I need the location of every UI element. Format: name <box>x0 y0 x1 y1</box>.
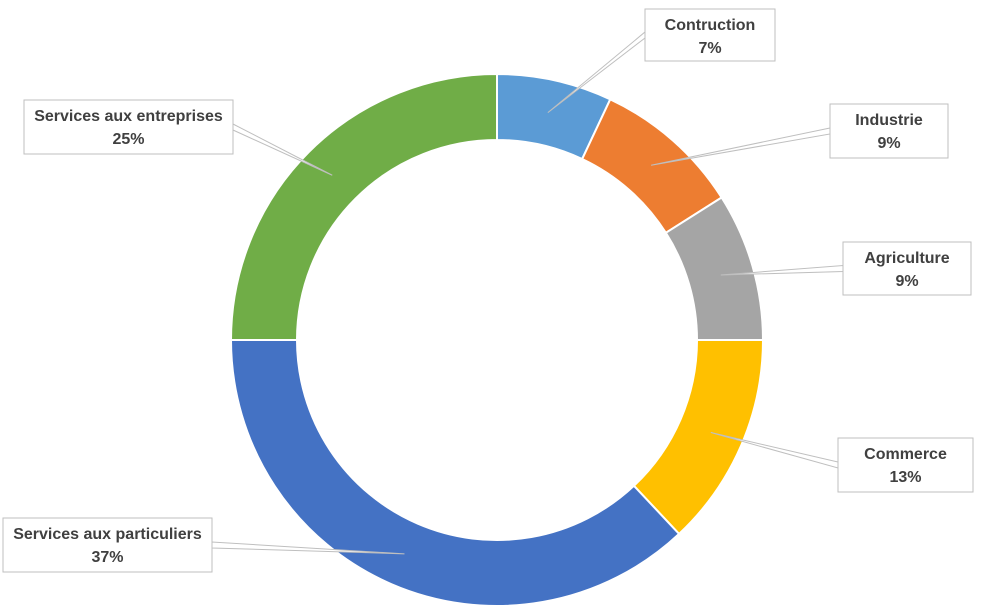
slice-percent-label: 37% <box>91 549 123 566</box>
slice-percent-label: 25% <box>112 131 144 148</box>
slice-name-label: Contruction <box>665 17 756 34</box>
slice-name-label: Commerce <box>864 446 947 463</box>
callout-box-services-aux-entreprises <box>23 99 234 155</box>
callout-box-agriculture <box>842 241 972 296</box>
slice-name-label: Industrie <box>855 112 923 129</box>
slice-percent-label: 9% <box>877 135 900 152</box>
slice-percent-label: 13% <box>889 469 921 486</box>
data-callouts: Contruction 7% Industrie 9% Agriculture 9% Com… <box>2 8 974 573</box>
callout-box-industrie <box>829 103 949 159</box>
slice-percent-label: 9% <box>895 273 918 290</box>
slice-percent-label: 7% <box>698 40 721 57</box>
slice-commerce <box>632 339 765 536</box>
callout-box-commerce <box>837 437 974 493</box>
slice-services-aux-particuliers <box>229 339 681 607</box>
slice-services-aux-entreprises <box>229 72 498 341</box>
donut-slices <box>229 72 765 607</box>
slice-name-label: Services aux particuliers <box>13 526 202 543</box>
slice-name-label: Services aux entreprises <box>34 108 223 125</box>
slice-name-label: Agriculture <box>864 250 949 267</box>
callout-box-services-aux-particuliers <box>2 517 213 573</box>
callout-box-contruction <box>644 8 776 62</box>
